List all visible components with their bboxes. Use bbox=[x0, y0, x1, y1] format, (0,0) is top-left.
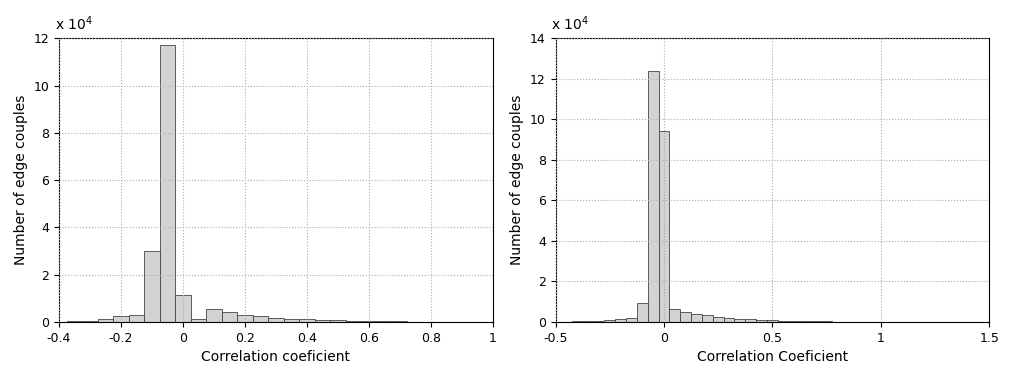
Bar bbox=[681, 312, 691, 322]
Bar bbox=[222, 312, 237, 322]
Bar bbox=[284, 319, 299, 322]
Y-axis label: Number of edge couples: Number of edge couples bbox=[14, 95, 28, 265]
Bar bbox=[789, 321, 799, 322]
Bar bbox=[691, 314, 702, 322]
Bar bbox=[582, 321, 594, 322]
Bar bbox=[113, 316, 129, 322]
Bar bbox=[175, 295, 190, 322]
Bar bbox=[345, 321, 361, 322]
Y-axis label: Number of edge couples: Number of edge couples bbox=[511, 95, 525, 265]
Bar bbox=[315, 320, 330, 322]
Bar bbox=[160, 45, 175, 322]
Bar bbox=[605, 320, 615, 322]
Bar bbox=[723, 318, 734, 322]
Bar bbox=[734, 319, 746, 322]
Bar bbox=[594, 321, 605, 322]
Bar bbox=[377, 321, 392, 322]
Bar bbox=[97, 319, 113, 322]
Bar bbox=[299, 319, 315, 322]
Bar bbox=[361, 321, 377, 322]
Bar bbox=[702, 315, 713, 322]
Text: x 10$^4$: x 10$^4$ bbox=[551, 14, 590, 33]
Bar bbox=[713, 317, 723, 322]
X-axis label: Correlation Coeficient: Correlation Coeficient bbox=[697, 350, 848, 364]
Bar bbox=[572, 321, 582, 322]
Bar bbox=[746, 319, 756, 322]
Bar bbox=[190, 319, 207, 322]
Bar bbox=[615, 319, 626, 322]
Bar bbox=[670, 309, 681, 322]
Bar bbox=[330, 320, 345, 322]
Bar bbox=[626, 318, 637, 322]
Bar bbox=[799, 321, 810, 322]
Bar bbox=[207, 309, 222, 322]
Bar bbox=[82, 321, 97, 322]
Bar bbox=[658, 132, 670, 322]
Bar bbox=[67, 321, 82, 322]
Bar bbox=[268, 318, 284, 322]
Bar bbox=[767, 320, 778, 322]
X-axis label: Correlation coeficient: Correlation coeficient bbox=[202, 350, 350, 364]
Bar bbox=[637, 303, 647, 322]
Bar bbox=[756, 320, 767, 322]
Bar bbox=[129, 314, 144, 322]
Bar bbox=[647, 71, 658, 322]
Bar bbox=[810, 321, 822, 322]
Bar bbox=[144, 251, 160, 322]
Bar bbox=[252, 316, 268, 322]
Text: x 10$^4$: x 10$^4$ bbox=[55, 14, 92, 33]
Bar bbox=[237, 315, 252, 322]
Bar bbox=[778, 321, 789, 322]
